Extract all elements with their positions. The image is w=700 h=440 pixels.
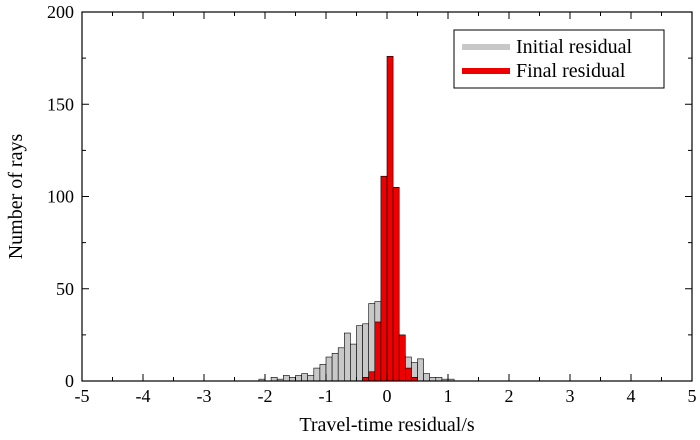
- initial-bar-25: [417, 358, 424, 382]
- x-tick-label-10: 5: [688, 386, 697, 406]
- initial-bar-26: [423, 373, 431, 382]
- x-tick-label-6: 1: [444, 386, 453, 406]
- initial-bar-13: [343, 332, 351, 382]
- y-tick-label-3: 150: [47, 94, 74, 114]
- final-residual-bars: [362, 55, 418, 382]
- final-bar-1: [368, 371, 376, 382]
- x-tick-label-3: -2: [258, 386, 273, 406]
- initial-bar-17: [368, 303, 376, 382]
- y-tick-label-1: 50: [56, 279, 74, 299]
- final-bar-2: [374, 321, 382, 382]
- x-tick-label-4: -1: [319, 386, 334, 406]
- x-tick-label-5: 0: [383, 386, 392, 406]
- initial-bar-7: [307, 375, 315, 382]
- initial-bar-9: [319, 364, 327, 382]
- legend: Initial residual Final residual: [453, 29, 665, 89]
- x-tick-label-1: -4: [136, 386, 151, 406]
- final-bar-6: [398, 334, 406, 382]
- initial-bar-10: [325, 356, 333, 382]
- y-axis-ticks: 0 50 100 150 200: [47, 2, 692, 391]
- legend-box: [453, 29, 665, 89]
- legend-label-final: Final residual: [516, 60, 626, 82]
- initial-bar-16: [362, 323, 370, 382]
- x-tick-label-2: -3: [197, 386, 212, 406]
- initial-bar-11: [331, 353, 339, 382]
- initial-bar-3: [282, 375, 290, 382]
- y-tick-label-0: 0: [65, 371, 74, 391]
- initial-bar-6: [301, 373, 309, 382]
- y-tick-label-2: 100: [47, 187, 74, 207]
- x-axis-title: Travel-time residual/s: [299, 414, 475, 436]
- initial-bar-5: [295, 375, 302, 382]
- x-tick-label-9: 4: [627, 386, 636, 406]
- final-bar-3: [380, 175, 388, 382]
- final-bar-5: [392, 186, 400, 382]
- y-axis-title: Number of rays: [5, 134, 27, 260]
- final-bar-7: [404, 367, 412, 382]
- x-tick-label-8: 3: [566, 386, 575, 406]
- x-tick-label-7: 2: [505, 386, 514, 406]
- final-bar-4: [386, 55, 394, 382]
- y-tick-label-4: 200: [47, 2, 74, 22]
- x-axis-ticks: -5 -4 -3 -2 -1 0 1 2 3 4 5: [75, 12, 697, 406]
- legend-label-initial: Initial residual: [516, 36, 633, 58]
- initial-bar-14: [350, 343, 357, 382]
- x-tick-label-0: -5: [75, 386, 90, 406]
- initial-bar-8: [313, 367, 321, 382]
- initial-residual-bars: [258, 301, 455, 382]
- initial-bar-12: [337, 347, 345, 382]
- initial-bar-15: [356, 325, 363, 382]
